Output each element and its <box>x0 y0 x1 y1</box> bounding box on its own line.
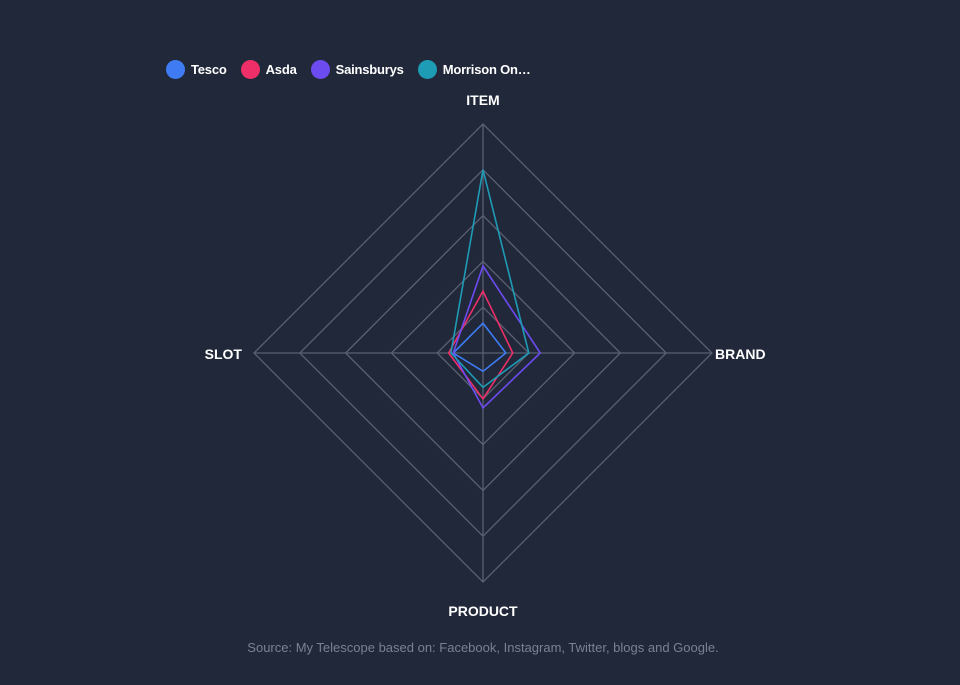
axis-label-item: ITEM <box>466 92 499 108</box>
legend-swatch-sainsburys <box>310 59 330 79</box>
legend-item-asda[interactable]: Asda <box>240 59 297 79</box>
axis-label-brand: BRAND <box>715 346 766 362</box>
radar-grid <box>253 123 713 583</box>
legend-item-tesco[interactable]: Tesco <box>166 59 227 79</box>
legend-item-morrison[interactable]: Morrison On… <box>417 59 531 79</box>
axis-labels: ITEM BRAND PRODUCT SLOT <box>205 92 766 619</box>
series-morrison-on[interactable] <box>450 169 530 389</box>
legend-swatch-morrison <box>417 59 437 79</box>
series-sainsburys[interactable] <box>452 264 542 410</box>
radar-series <box>447 169 542 410</box>
legend-label-asda: Asda <box>265 61 297 77</box>
source-note: Source: My Telescope based on: Facebook,… <box>247 640 719 655</box>
legend-label-sainsburys: Sainsburys <box>335 61 404 77</box>
legend-label-tesco: Tesco <box>191 61 227 77</box>
legend-swatch-tesco <box>166 59 185 79</box>
series-tesco[interactable] <box>451 322 508 373</box>
legend-item-sainsburys[interactable]: Sainsburys <box>310 59 404 79</box>
chart-legend: Tesco Asda Sainsburys Morrison On… <box>166 58 545 80</box>
legend-label-morrison: Morrison On… <box>442 61 531 77</box>
axis-label-product: PRODUCT <box>448 603 518 619</box>
legend-swatch-asda <box>240 59 260 79</box>
axis-label-slot: SLOT <box>205 346 243 362</box>
